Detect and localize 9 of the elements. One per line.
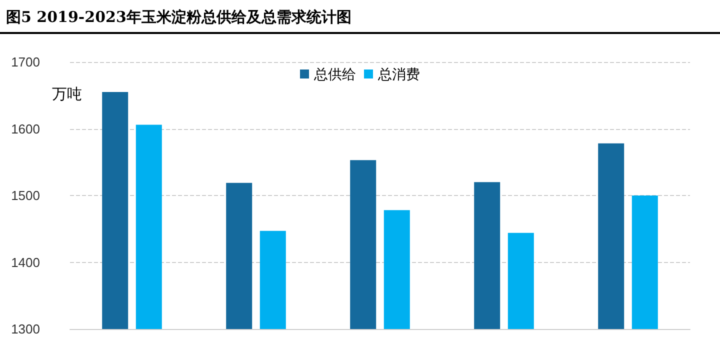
y-tick-label: 1300 <box>11 322 40 336</box>
legend-label: 总供给 <box>313 66 356 82</box>
y-axis-title: 万吨 <box>52 86 82 103</box>
y-tick-label: 1500 <box>11 188 40 203</box>
y-tick-label: 1400 <box>11 254 40 270</box>
chart-title: 图5 2019-2023年玉米淀粉总供给及总需求统计图 <box>0 0 720 34</box>
legend-label: 总消费 <box>377 66 420 82</box>
y-tick-label: 1700 <box>11 54 40 70</box>
y-tick-label: 1600 <box>11 121 40 136</box>
